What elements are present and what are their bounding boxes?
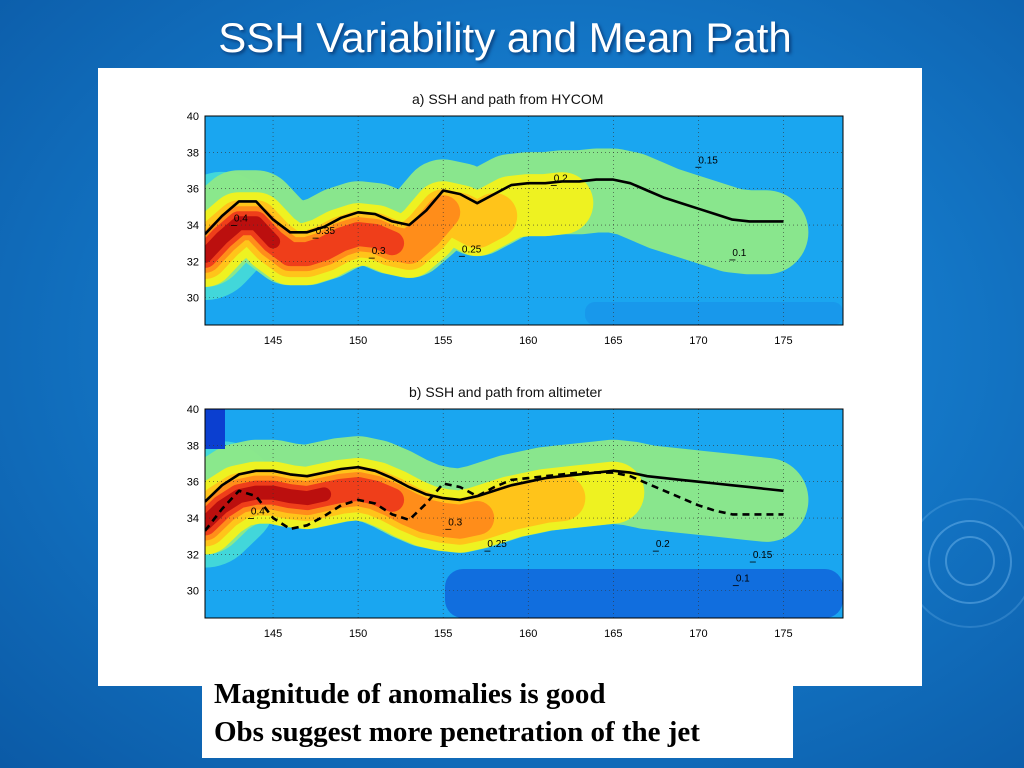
x-tick-label: 160 (519, 335, 537, 347)
y-tick-label: 30 (187, 293, 199, 305)
y-tick-label: 40 (187, 405, 199, 416)
mean-path-solid (205, 178, 784, 235)
x-tick-label: 155 (434, 335, 452, 347)
contour-label: 0.4 (251, 506, 265, 517)
y-tick-label: 32 (187, 549, 199, 561)
ssh-field: 0.4 0.35 0.3 0.25 0.2 0.15 0.1 (205, 116, 843, 325)
contour-label: 0.25 (487, 539, 507, 550)
contour-label: 0.2 (656, 539, 670, 550)
y-tick-label: 32 (187, 256, 199, 268)
x-tick-label: 145 (264, 628, 282, 640)
plot-frame (204, 115, 844, 326)
contour-label: 0.15 (698, 155, 718, 166)
x-tick-label: 175 (774, 335, 792, 347)
x-tick-label: 145 (264, 335, 282, 347)
panel-a-title: a) SSH and path from HYCOM (412, 91, 604, 107)
contour-label: 0.25 (462, 244, 482, 255)
contour-label: 0.15 (753, 550, 773, 561)
mean-path-dashed (205, 471, 784, 532)
y-tick-label: 34 (187, 220, 199, 232)
contour-label: 0.1 (736, 574, 750, 585)
y-tick-label: 30 (187, 586, 199, 598)
x-tick-label: 150 (349, 335, 367, 347)
x-tick-label: 160 (519, 628, 537, 640)
coast-patch (205, 409, 225, 449)
y-tick-label: 36 (187, 477, 199, 489)
contour-label: 0.3 (372, 246, 386, 257)
low-variability-patch (445, 569, 843, 618)
x-tick-label: 165 (604, 335, 622, 347)
mean-path-solid (205, 465, 784, 503)
figure-panel: a) SSH and path from HYCOM 0.4 0.35 0.3 0.2… (98, 68, 922, 686)
y-tick-label: 34 (187, 513, 199, 525)
x-tick-label: 165 (604, 628, 622, 640)
panel-b-title: b) SSH and path from altimeter (409, 384, 602, 400)
y-tick-label: 38 (187, 147, 199, 159)
x-tick-label: 170 (689, 628, 707, 640)
x-tick-label: 170 (689, 335, 707, 347)
x-tick-label: 150 (349, 628, 367, 640)
caption-line-1: Magnitude of anomalies is good (214, 678, 606, 710)
caption-box: Magnitude of anomalies is good Obs sugge… (202, 678, 793, 758)
ssh-contour-band (205, 216, 281, 263)
y-tick-label: 38 (187, 440, 199, 452)
ssh-field: 0.4 0.3 0.25 0.2 0.15 0.1 (205, 409, 843, 618)
plot-frame (204, 408, 844, 619)
contour-label: 0.3 (448, 517, 462, 528)
y-tick-label: 36 (187, 184, 199, 196)
panel-a-map: 0.4 0.35 0.3 0.25 0.2 0.15 0.1 145 150 155 160 165 1… (187, 112, 844, 347)
y-tick-label: 40 (187, 112, 199, 123)
contour-label: 0.35 (316, 226, 336, 237)
x-tick-label: 175 (774, 628, 792, 640)
ssh-contour-band (205, 485, 332, 531)
water-ripple-decoration (905, 498, 1024, 628)
low-variability-patch (585, 302, 843, 325)
contour-label: 0.4 (234, 213, 248, 224)
x-tick-label: 155 (434, 628, 452, 640)
panel-b-map: 0.4 0.3 0.25 0.2 0.15 0.1 145 150 155 160 165 170 17… (187, 405, 844, 640)
contour-label: 0.1 (732, 248, 746, 259)
caption-line-2: Obs suggest more penetration of the jet (214, 716, 700, 748)
contour-label: 0.2 (554, 173, 568, 184)
slide-title: SSH Variability and Mean Path (218, 14, 792, 61)
